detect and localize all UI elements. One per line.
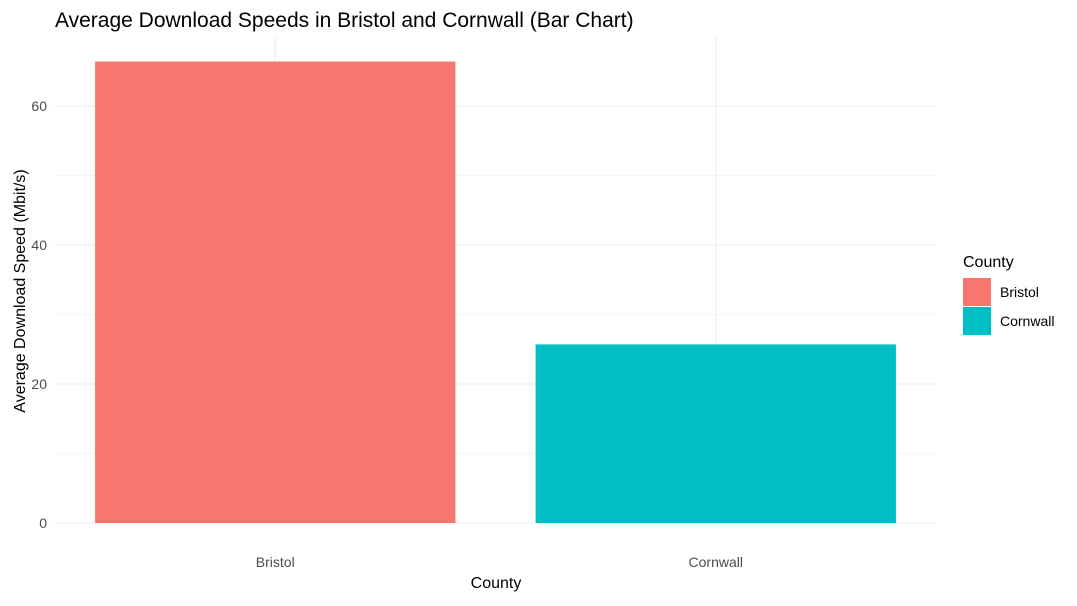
- legend-key-cornwall: [963, 307, 991, 335]
- y-axis-title: Average Download Speed (Mbit/s): [12, 169, 29, 412]
- legend-title: County: [963, 254, 1014, 271]
- y-tick-label: 0: [39, 515, 47, 531]
- y-axis-ticks: 0 20 40 60: [31, 98, 47, 531]
- bar-bristol: [95, 61, 456, 524]
- y-tick-label: 20: [31, 376, 47, 392]
- legend-label-cornwall: Cornwall: [1000, 313, 1054, 329]
- chart-title: Average Download Speeds in Bristol and C…: [55, 9, 634, 32]
- x-axis-ticks: Bristol Cornwall: [256, 554, 743, 570]
- legend: County Bristol Cornwall: [963, 254, 1054, 335]
- bars: [95, 61, 896, 524]
- legend-key-bristol: [963, 278, 991, 306]
- y-tick-label: 40: [31, 237, 47, 253]
- legend-label-bristol: Bristol: [1000, 284, 1039, 300]
- x-axis-title: County: [471, 575, 522, 592]
- y-tick-label: 60: [31, 98, 47, 114]
- bar-cornwall: [535, 344, 896, 523]
- x-tick-label: Bristol: [256, 554, 295, 570]
- x-tick-label: Cornwall: [689, 554, 743, 570]
